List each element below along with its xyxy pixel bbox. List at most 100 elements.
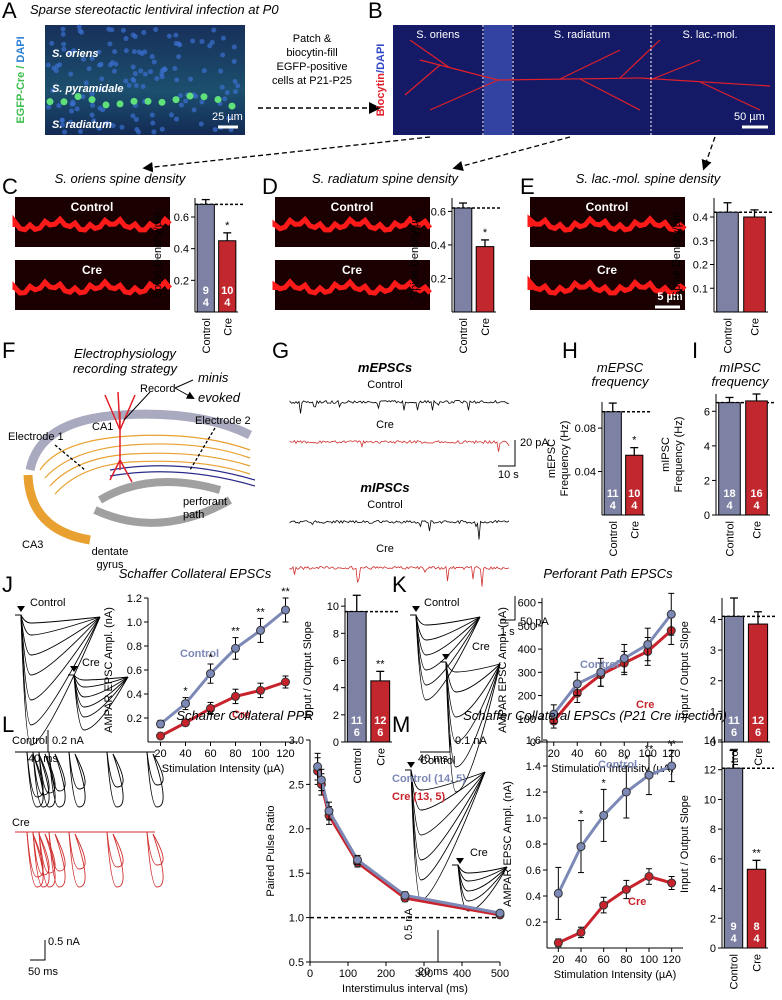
trace (141, 751, 164, 808)
n-label: 6 (731, 727, 737, 739)
hippocampus-diagram (23, 379, 256, 545)
nucleus (83, 80, 89, 86)
trace (68, 674, 129, 731)
nucleus (77, 128, 83, 134)
scale-label: 25 µm (212, 111, 243, 123)
y-tick-label: 500 (518, 621, 536, 633)
series-line (316, 766, 501, 915)
trace-title: mIPSCs (360, 480, 409, 495)
y-axis-label: Input / Output Slope (679, 621, 691, 719)
nucleus (109, 60, 115, 66)
nucleus (183, 98, 189, 104)
y-tick-label: 2 (704, 475, 710, 487)
y-tick-label: 0.2 (693, 260, 708, 272)
x-tick-label: Cre (375, 748, 387, 766)
image-label: Cre (342, 263, 362, 277)
panel-letter: F (2, 338, 15, 363)
trace (33, 751, 56, 808)
y-tick-label: 6 (710, 854, 716, 866)
panel-title: Sparse stereotactic lentiviral infection… (30, 2, 279, 17)
nucleus (149, 54, 155, 60)
nucleus (140, 83, 146, 89)
nucleus (232, 79, 238, 85)
series-label: Control (580, 659, 619, 671)
image-label: Control (331, 200, 374, 214)
nucleus (199, 99, 205, 105)
x-tick-label: 100 (339, 968, 357, 980)
ca3-layer (23, 474, 91, 545)
nucleus (218, 68, 224, 74)
point (553, 888, 563, 898)
y-tick-label: 12 (704, 765, 716, 777)
image-label: Control (586, 200, 629, 214)
x-tick-label: Control (352, 748, 364, 783)
x-tick-label: Cre (752, 521, 764, 539)
nucleus (142, 71, 148, 77)
y-tick-label: 0.2 (431, 273, 446, 285)
nucleus (60, 26, 66, 32)
nucleus (148, 69, 154, 75)
y-tick-label: 0.2 (127, 713, 142, 725)
x-tick-label: 20 (548, 748, 560, 760)
stain-dapi: /DAPI (375, 44, 387, 73)
labeled-cell (60, 98, 68, 106)
n-label: 6 (755, 727, 761, 739)
y-tick-label: 0.6 (526, 865, 541, 877)
dendrite (12, 278, 172, 296)
labeled-cell (116, 100, 124, 108)
trace-label: Cre (82, 657, 100, 669)
panel-letter: H (562, 338, 578, 363)
chart-title: mEPSC (597, 360, 644, 375)
chart-title: S. lac.-mol. spine density (576, 171, 722, 186)
point (256, 625, 265, 635)
trace (68, 674, 129, 688)
nucleus (96, 125, 102, 131)
trace (141, 751, 164, 786)
point (549, 709, 559, 719)
y-tick-label: 1.4 (526, 761, 541, 773)
x-tick-label: Control (729, 954, 741, 989)
nucleus (132, 71, 138, 77)
nucleus (51, 65, 57, 71)
trace-title: mEPSCs (358, 360, 412, 375)
nucleus (159, 74, 165, 80)
method-line: cells at P21-P25 (272, 75, 352, 87)
x-axis-label: Stimulation Intensity (µA) (551, 763, 674, 775)
nucleus (220, 52, 226, 58)
diagram-label: Record (140, 383, 175, 395)
nucleus (49, 40, 55, 46)
trace (21, 831, 44, 888)
x-tick-label: 100 (251, 748, 269, 760)
trace (289, 565, 510, 587)
nucleus (111, 68, 117, 74)
bar (716, 211, 739, 313)
trace (452, 864, 508, 874)
trace (15, 614, 101, 746)
significance: ** (231, 626, 240, 638)
x-tick-label: 120 (662, 954, 680, 966)
nucleus (56, 103, 62, 109)
n-label: 12 (374, 715, 386, 727)
point (313, 762, 323, 772)
x-tick-label: Control (725, 521, 737, 556)
labeled-cell (130, 97, 138, 105)
n-label: 10 (221, 285, 233, 297)
trace (101, 751, 124, 808)
n-label: 10 (628, 488, 640, 500)
nucleus (190, 38, 196, 44)
point (156, 731, 165, 741)
schaffer (49, 452, 251, 487)
nucleus (98, 86, 104, 92)
trace (63, 751, 86, 808)
trace (440, 661, 501, 793)
trace (33, 831, 56, 874)
y-tick-label: 2 (710, 676, 716, 688)
arrow (174, 379, 193, 398)
n-label: 4 (610, 500, 617, 512)
bar (346, 611, 367, 743)
trace (15, 614, 101, 701)
trace-label: Control (30, 597, 65, 609)
bar (746, 868, 767, 949)
y-tick-label: 4 (333, 683, 339, 695)
nucleus (166, 33, 172, 39)
